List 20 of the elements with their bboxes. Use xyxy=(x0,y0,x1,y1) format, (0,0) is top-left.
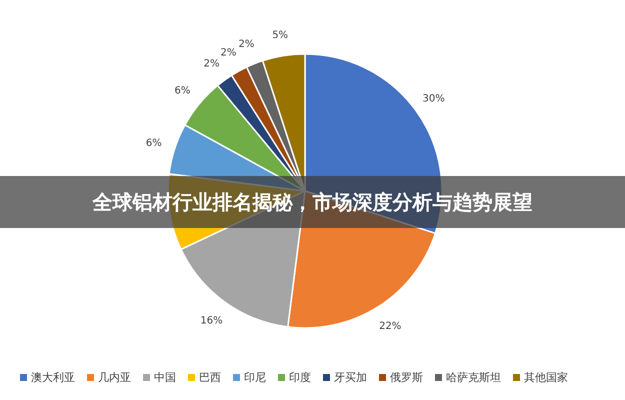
data-label: 6% xyxy=(146,138,162,149)
text: 全球铝材行业排名揭秘，市场深度分析与趋势展望 xyxy=(92,190,532,214)
legend-label: 印度 xyxy=(289,371,311,384)
legend-label: 巴西 xyxy=(199,371,221,384)
legend-label: 哈萨克斯坦 xyxy=(446,371,501,384)
data-label: 16% xyxy=(200,316,223,327)
data-label: 5% xyxy=(272,30,288,41)
legend-label: 俄罗斯 xyxy=(390,371,423,384)
data-label: 6% xyxy=(174,86,190,97)
legend-label: 几内亚 xyxy=(98,371,131,384)
data-label: 2% xyxy=(220,48,236,59)
data-label: 2% xyxy=(238,39,254,50)
legend-label: 其他国家 xyxy=(524,371,568,384)
data-label: 22% xyxy=(379,321,402,332)
legend-label: 澳大利亚 xyxy=(31,371,75,384)
legend-label: 牙买加 xyxy=(334,371,367,384)
data-label: 30% xyxy=(422,94,445,105)
legend-label: 印尼 xyxy=(244,371,266,384)
legend-label: 中国 xyxy=(154,371,176,384)
data-label: 2% xyxy=(204,58,220,70)
